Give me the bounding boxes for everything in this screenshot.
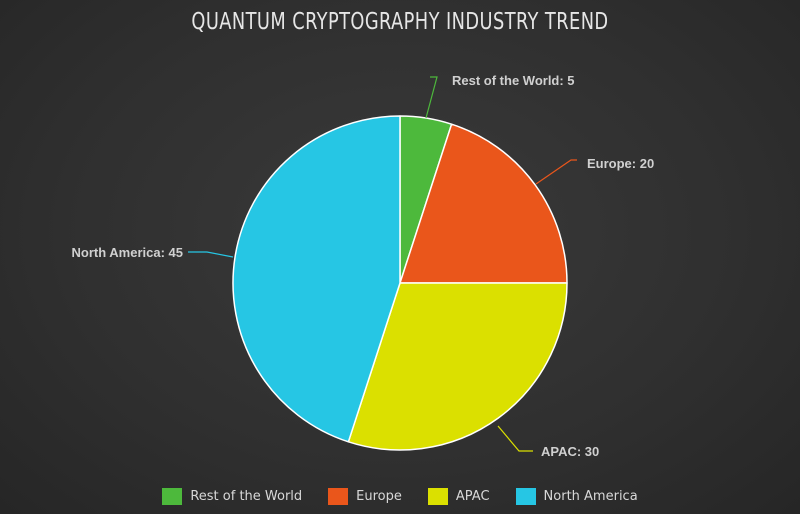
pie-slice-north-america[interactable] xyxy=(232,115,401,443)
pie-slice-europe[interactable] xyxy=(399,123,568,284)
legend-label-europe: Europe xyxy=(356,489,402,504)
leader-line-apac xyxy=(497,425,533,452)
legend-swatch-rest-of-the-world xyxy=(162,488,183,505)
legend-label-rest-of-the-world: Rest of the World xyxy=(190,489,303,504)
legend-swatch-apac xyxy=(427,488,448,505)
slice-label-north-america: North America: 45 xyxy=(72,245,184,260)
legend-label-apac: APAC xyxy=(455,489,490,504)
leader-line-rest-of-the-world xyxy=(425,76,438,119)
legend-swatch-europe xyxy=(328,488,349,505)
legend-item-apac[interactable]: APAC xyxy=(427,488,490,505)
legend-label-north-america: North America xyxy=(543,489,638,504)
slice-label-europe: Europe: 20 xyxy=(587,156,654,171)
label-leader-lines xyxy=(188,76,577,452)
legend-item-rest-of-the-world[interactable]: Rest of the World xyxy=(162,488,302,505)
chart-title: QUANTUM CRYPTOGRAPHY INDUSTRY TREND xyxy=(191,9,609,35)
legend: Rest of the World Europe APAC North Amer… xyxy=(0,488,800,505)
legend-item-europe[interactable]: Europe xyxy=(328,488,402,505)
legend-item-north-america[interactable]: North America xyxy=(515,488,638,505)
leader-line-north-america xyxy=(188,251,234,258)
slice-labels: Rest of the World: 5 Europe: 20 APAC: 30 No… xyxy=(72,73,655,459)
legend-swatch-north-america xyxy=(515,488,536,505)
slice-label-rest-of-the-world: Rest of the World: 5 xyxy=(452,73,575,88)
leader-line-europe xyxy=(535,159,577,185)
pie-slices xyxy=(232,115,568,451)
pie-slice-apac[interactable] xyxy=(347,282,568,451)
slice-label-apac: APAC: 30 xyxy=(541,444,599,459)
